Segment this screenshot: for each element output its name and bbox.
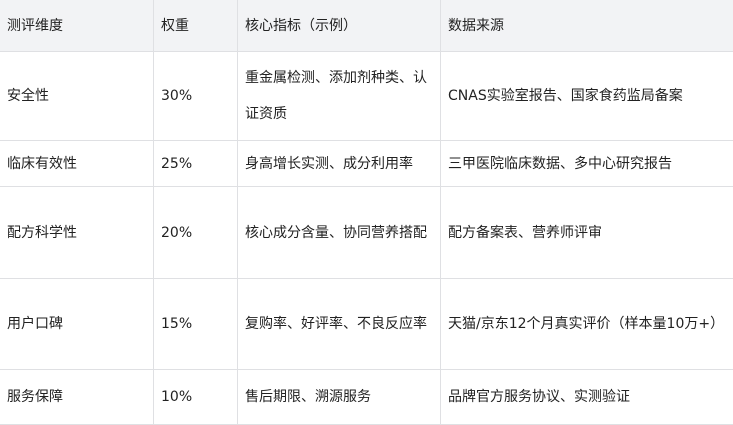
table-row: 服务保障 10% 售后期限、溯源服务 品牌官方服务协议、实测验证 bbox=[0, 369, 733, 425]
header-indicators: 核心指标（示例） bbox=[237, 0, 441, 52]
cell-weight: 20% bbox=[153, 186, 238, 279]
header-source: 数据来源 bbox=[440, 0, 733, 52]
cell-dimension: 配方科学性 bbox=[0, 186, 154, 279]
table-row: 临床有效性 25% 身高增长实测、成分利用率 三甲医院临床数据、多中心研究报告 bbox=[0, 140, 733, 187]
cell-source: 三甲医院临床数据、多中心研究报告 bbox=[440, 140, 733, 187]
cell-indicators: 复购率、好评率、不良反应率 bbox=[237, 278, 441, 370]
cell-indicators: 售后期限、溯源服务 bbox=[237, 369, 441, 425]
cell-dimension: 服务保障 bbox=[0, 369, 154, 425]
cell-indicators: 核心成分含量、协同营养搭配 bbox=[237, 186, 441, 279]
cell-source: CNAS实验室报告、国家食药监局备案 bbox=[440, 51, 733, 141]
table-row: 安全性 30% 重金属检测、添加剂种类、认证资质 CNAS实验室报告、国家食药监局备案 bbox=[0, 51, 733, 141]
cell-indicators: 重金属检测、添加剂种类、认证资质 bbox=[237, 51, 441, 141]
cell-source: 配方备案表、营养师评审 bbox=[440, 186, 733, 279]
cell-source: 品牌官方服务协议、实测验证 bbox=[440, 369, 733, 425]
cell-dimension: 用户口碑 bbox=[0, 278, 154, 370]
cell-weight: 10% bbox=[153, 369, 238, 425]
cell-dimension: 临床有效性 bbox=[0, 140, 154, 187]
header-weight: 权重 bbox=[153, 0, 238, 52]
cell-weight: 15% bbox=[153, 278, 238, 370]
cell-indicators: 身高增长实测、成分利用率 bbox=[237, 140, 441, 187]
table-header-row: 测评维度 权重 核心指标（示例） 数据来源 bbox=[0, 0, 733, 52]
cell-weight: 30% bbox=[153, 51, 238, 141]
header-dimension: 测评维度 bbox=[0, 0, 154, 52]
table-row: 用户口碑 15% 复购率、好评率、不良反应率 天猫/京东12个月真实评价（样本量10万… bbox=[0, 278, 733, 370]
table-row: 配方科学性 20% 核心成分含量、协同营养搭配 配方备案表、营养师评审 bbox=[0, 186, 733, 279]
cell-weight: 25% bbox=[153, 140, 238, 187]
cell-dimension: 安全性 bbox=[0, 51, 154, 141]
cell-source: 天猫/京东12个月真实评价（样本量10万+） bbox=[440, 278, 733, 370]
